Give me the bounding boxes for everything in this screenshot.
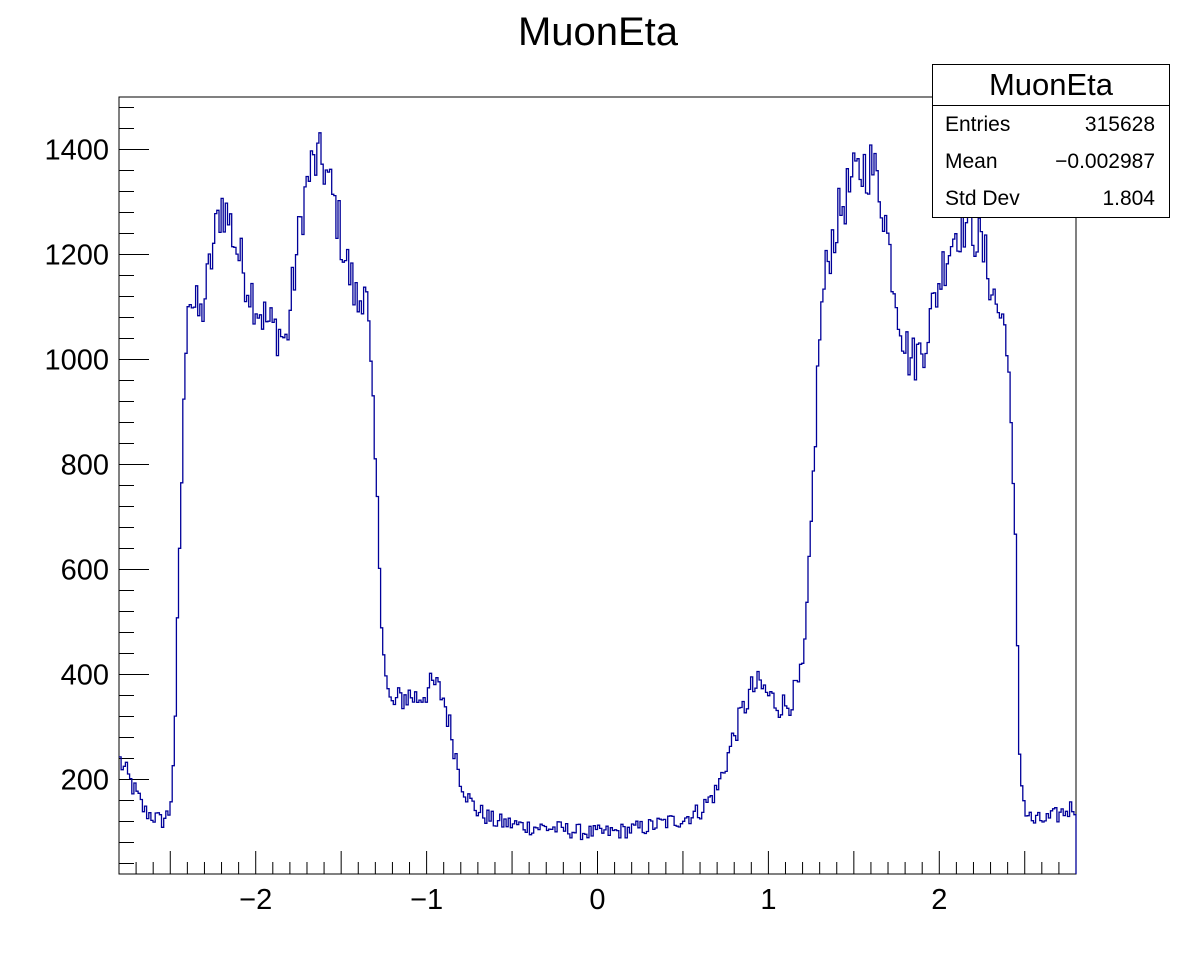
- x-tick-label: −2: [239, 884, 272, 916]
- stats-row-mean: Mean −0.002987: [933, 143, 1169, 180]
- stats-row-std: Std Dev 1.804: [933, 180, 1169, 217]
- y-tick-label: 400: [61, 660, 109, 692]
- x-tick-label: 1: [760, 884, 776, 916]
- stats-box: MuonEta Entries 315628 Mean −0.002987 St…: [932, 64, 1170, 218]
- y-tick-label: 200: [61, 765, 109, 797]
- stats-entries-value: 315628: [1084, 113, 1155, 136]
- x-tick-label: 0: [589, 884, 605, 916]
- y-tick-label: 1400: [44, 135, 109, 167]
- stats-title: MuonEta: [933, 65, 1169, 106]
- stats-row-entries: Entries 315628: [933, 106, 1169, 143]
- x-tick-label: −1: [410, 884, 443, 916]
- x-tick-label: 2: [931, 884, 947, 916]
- stats-std-label: Std Dev: [945, 187, 1020, 210]
- y-tick-label: 1200: [44, 240, 109, 272]
- histogram-line: [119, 132, 1077, 874]
- y-axis: 200 400 600 800 1000 1200 1400: [44, 107, 149, 864]
- chart-title: MuonEta: [517, 10, 679, 54]
- stats-mean-value: −0.002987: [1055, 150, 1155, 173]
- y-tick-label: 1000: [44, 345, 109, 377]
- stats-mean-label: Mean: [945, 150, 998, 173]
- stats-std-value: 1.804: [1102, 187, 1155, 210]
- y-tick-label: 600: [61, 555, 109, 587]
- stats-entries-label: Entries: [945, 113, 1011, 136]
- x-axis: −2 −1 0 1 2: [135, 851, 1060, 916]
- y-tick-label: 800: [61, 450, 109, 482]
